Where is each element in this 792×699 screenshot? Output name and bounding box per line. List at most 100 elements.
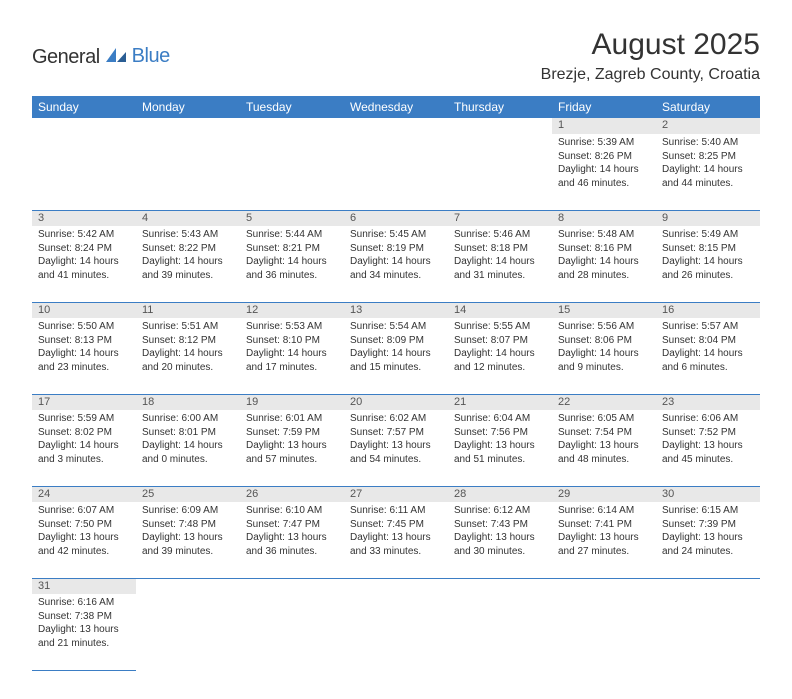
day-number: 20	[344, 394, 448, 410]
day-cell: Sunrise: 5:55 AMSunset: 8:07 PMDaylight:…	[448, 318, 552, 394]
day-cell: Sunrise: 6:04 AMSunset: 7:56 PMDaylight:…	[448, 410, 552, 486]
day-number: 10	[32, 302, 136, 318]
daynum-row: 3456789	[32, 210, 760, 226]
sunset: Sunset: 7:39 PM	[662, 518, 754, 532]
day-number: 19	[240, 394, 344, 410]
day-number: 6	[344, 210, 448, 226]
empty-cell	[448, 134, 552, 210]
day-number: 29	[552, 486, 656, 502]
sunset: Sunset: 8:06 PM	[558, 334, 650, 348]
day-cell: Sunrise: 5:51 AMSunset: 8:12 PMDaylight:…	[136, 318, 240, 394]
daylight: Daylight: 13 hours and 57 minutes.	[246, 439, 338, 466]
sunrise: Sunrise: 6:16 AM	[38, 596, 130, 610]
calendar-head: SundayMondayTuesdayWednesdayThursdayFrid…	[32, 96, 760, 118]
day-number: 9	[656, 210, 760, 226]
daylight: Daylight: 13 hours and 39 minutes.	[142, 531, 234, 558]
daynum-row: 24252627282930	[32, 486, 760, 502]
daylight: Daylight: 14 hours and 39 minutes.	[142, 255, 234, 282]
day-number: 17	[32, 394, 136, 410]
day-content: Sunrise: 5:43 AMSunset: 8:22 PMDaylight:…	[136, 226, 240, 286]
sunset: Sunset: 7:50 PM	[38, 518, 130, 532]
sunrise: Sunrise: 6:12 AM	[454, 504, 546, 518]
day-number	[448, 118, 552, 134]
logo-text-1: General	[32, 46, 100, 69]
day-number	[240, 578, 344, 594]
day-number: 11	[136, 302, 240, 318]
sunrise: Sunrise: 6:14 AM	[558, 504, 650, 518]
sunset: Sunset: 7:54 PM	[558, 426, 650, 440]
sunrise: Sunrise: 5:59 AM	[38, 412, 130, 426]
day-cell: Sunrise: 6:14 AMSunset: 7:41 PMDaylight:…	[552, 502, 656, 578]
day-number: 21	[448, 394, 552, 410]
daylight: Daylight: 14 hours and 20 minutes.	[142, 347, 234, 374]
daylight: Daylight: 14 hours and 3 minutes.	[38, 439, 130, 466]
daylight: Daylight: 13 hours and 27 minutes.	[558, 531, 650, 558]
day-number: 15	[552, 302, 656, 318]
sunrise: Sunrise: 5:50 AM	[38, 320, 130, 334]
day-cell: Sunrise: 5:45 AMSunset: 8:19 PMDaylight:…	[344, 226, 448, 302]
day-number: 2	[656, 118, 760, 134]
daylight: Daylight: 13 hours and 33 minutes.	[350, 531, 442, 558]
day-content: Sunrise: 5:57 AMSunset: 8:04 PMDaylight:…	[656, 318, 760, 378]
day-content: Sunrise: 5:55 AMSunset: 8:07 PMDaylight:…	[448, 318, 552, 378]
sunset: Sunset: 8:26 PM	[558, 150, 650, 164]
day-number: 5	[240, 210, 344, 226]
sunrise: Sunrise: 5:51 AM	[142, 320, 234, 334]
day-number: 25	[136, 486, 240, 502]
day-content: Sunrise: 5:44 AMSunset: 8:21 PMDaylight:…	[240, 226, 344, 286]
sunset: Sunset: 8:01 PM	[142, 426, 234, 440]
sunset: Sunset: 7:43 PM	[454, 518, 546, 532]
daylight: Daylight: 14 hours and 9 minutes.	[558, 347, 650, 374]
sunset: Sunset: 8:25 PM	[662, 150, 754, 164]
sunset: Sunset: 8:18 PM	[454, 242, 546, 256]
day-content: Sunrise: 6:02 AMSunset: 7:57 PMDaylight:…	[344, 410, 448, 470]
sunrise: Sunrise: 5:39 AM	[558, 136, 650, 150]
daynum-row: 17181920212223	[32, 394, 760, 410]
daylight: Daylight: 14 hours and 34 minutes.	[350, 255, 442, 282]
day-number	[656, 578, 760, 594]
day-content: Sunrise: 5:45 AMSunset: 8:19 PMDaylight:…	[344, 226, 448, 286]
sunset: Sunset: 7:47 PM	[246, 518, 338, 532]
day-content: Sunrise: 5:53 AMSunset: 8:10 PMDaylight:…	[240, 318, 344, 378]
day-content: Sunrise: 6:10 AMSunset: 7:47 PMDaylight:…	[240, 502, 344, 562]
empty-cell	[240, 134, 344, 210]
title-block: August 2025 Brezje, Zagreb County, Croat…	[541, 28, 760, 84]
day-cell: Sunrise: 5:49 AMSunset: 8:15 PMDaylight:…	[656, 226, 760, 302]
day-number: 16	[656, 302, 760, 318]
sunset: Sunset: 8:15 PM	[662, 242, 754, 256]
sunset: Sunset: 8:09 PM	[350, 334, 442, 348]
day-number: 4	[136, 210, 240, 226]
day-number: 28	[448, 486, 552, 502]
day-row: Sunrise: 5:39 AMSunset: 8:26 PMDaylight:…	[32, 134, 760, 210]
sunrise: Sunrise: 5:42 AM	[38, 228, 130, 242]
location: Brezje, Zagreb County, Croatia	[541, 66, 760, 84]
day-cell: Sunrise: 5:56 AMSunset: 8:06 PMDaylight:…	[552, 318, 656, 394]
sunrise: Sunrise: 5:56 AM	[558, 320, 650, 334]
day-content: Sunrise: 5:40 AMSunset: 8:25 PMDaylight:…	[656, 134, 760, 194]
sunrise: Sunrise: 6:10 AM	[246, 504, 338, 518]
sunrise: Sunrise: 5:45 AM	[350, 228, 442, 242]
sunset: Sunset: 8:13 PM	[38, 334, 130, 348]
sunset: Sunset: 7:56 PM	[454, 426, 546, 440]
day-content: Sunrise: 6:07 AMSunset: 7:50 PMDaylight:…	[32, 502, 136, 562]
daylight: Daylight: 14 hours and 41 minutes.	[38, 255, 130, 282]
sunset: Sunset: 8:02 PM	[38, 426, 130, 440]
day-number	[240, 118, 344, 134]
daylight: Daylight: 13 hours and 51 minutes.	[454, 439, 546, 466]
day-content: Sunrise: 5:48 AMSunset: 8:16 PMDaylight:…	[552, 226, 656, 286]
daylight: Daylight: 14 hours and 23 minutes.	[38, 347, 130, 374]
day-cell: Sunrise: 5:44 AMSunset: 8:21 PMDaylight:…	[240, 226, 344, 302]
sunset: Sunset: 8:07 PM	[454, 334, 546, 348]
day-content: Sunrise: 6:16 AMSunset: 7:38 PMDaylight:…	[32, 594, 136, 654]
logo-text-2: Blue	[132, 45, 170, 67]
sunset: Sunset: 7:48 PM	[142, 518, 234, 532]
day-cell: Sunrise: 5:43 AMSunset: 8:22 PMDaylight:…	[136, 226, 240, 302]
sunset: Sunset: 8:16 PM	[558, 242, 650, 256]
day-cell: Sunrise: 5:59 AMSunset: 8:02 PMDaylight:…	[32, 410, 136, 486]
day-content: Sunrise: 6:14 AMSunset: 7:41 PMDaylight:…	[552, 502, 656, 562]
day-number: 14	[448, 302, 552, 318]
day-content: Sunrise: 5:46 AMSunset: 8:18 PMDaylight:…	[448, 226, 552, 286]
day-content: Sunrise: 6:01 AMSunset: 7:59 PMDaylight:…	[240, 410, 344, 470]
day-number: 3	[32, 210, 136, 226]
daylight: Daylight: 13 hours and 36 minutes.	[246, 531, 338, 558]
